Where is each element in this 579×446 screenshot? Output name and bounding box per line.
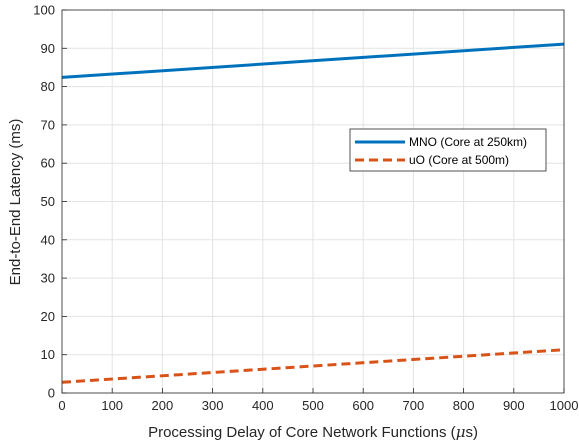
x-tick-label: 100 bbox=[101, 398, 123, 413]
x-tick-label: 0 bbox=[58, 398, 65, 413]
series-layer bbox=[61, 42, 565, 384]
y-tick-label: 80 bbox=[41, 79, 55, 94]
y-axis-title: End-to-End Latency (ms) bbox=[7, 119, 24, 286]
x-tick-label: 900 bbox=[503, 398, 525, 413]
x-tick-label: 200 bbox=[152, 398, 174, 413]
x-tick-label: 600 bbox=[352, 398, 374, 413]
x-tick-label: 300 bbox=[202, 398, 224, 413]
y-tick-label: 70 bbox=[41, 117, 55, 132]
x-tick-label: 400 bbox=[252, 398, 274, 413]
legend-box bbox=[349, 128, 547, 172]
y-tick-label: 40 bbox=[41, 232, 55, 247]
series-line-mno bbox=[61, 42, 565, 79]
y-tick-label: 20 bbox=[41, 309, 55, 324]
x-axis-title-mu: μ bbox=[456, 423, 466, 441]
x-tick-label: 500 bbox=[302, 398, 324, 413]
y-tick-label: 30 bbox=[41, 271, 55, 286]
axis-ticks: 0 100 200 300 400 500 600 700 800 900 1000 0 10 20 30 4… bbox=[33, 3, 578, 414]
legend-label-uo: uO (Core at 500m) bbox=[409, 153, 509, 167]
y-tick-label: 50 bbox=[41, 194, 55, 209]
x-axis-title-unit: s) bbox=[465, 424, 478, 441]
y-tick-label: 0 bbox=[48, 386, 55, 401]
legend-label-mno: MNO (Core at 250km) bbox=[409, 135, 527, 149]
y-tick-label: 90 bbox=[41, 41, 55, 56]
x-axis-title: Processing Delay of Core Network Functio… bbox=[148, 423, 478, 441]
y-tick-label: 10 bbox=[41, 347, 55, 362]
legend: MNO (Core at 250km) uO (Core at 500m) bbox=[349, 128, 547, 172]
x-tick-label: 800 bbox=[453, 398, 475, 413]
y-tick-label: 60 bbox=[41, 156, 55, 171]
y-tick-label: 100 bbox=[33, 3, 55, 18]
x-axis-title-main: Processing Delay of Core Network Functio… bbox=[148, 424, 456, 441]
x-tick-label: 700 bbox=[403, 398, 425, 413]
x-tick-label: 1000 bbox=[550, 398, 579, 413]
